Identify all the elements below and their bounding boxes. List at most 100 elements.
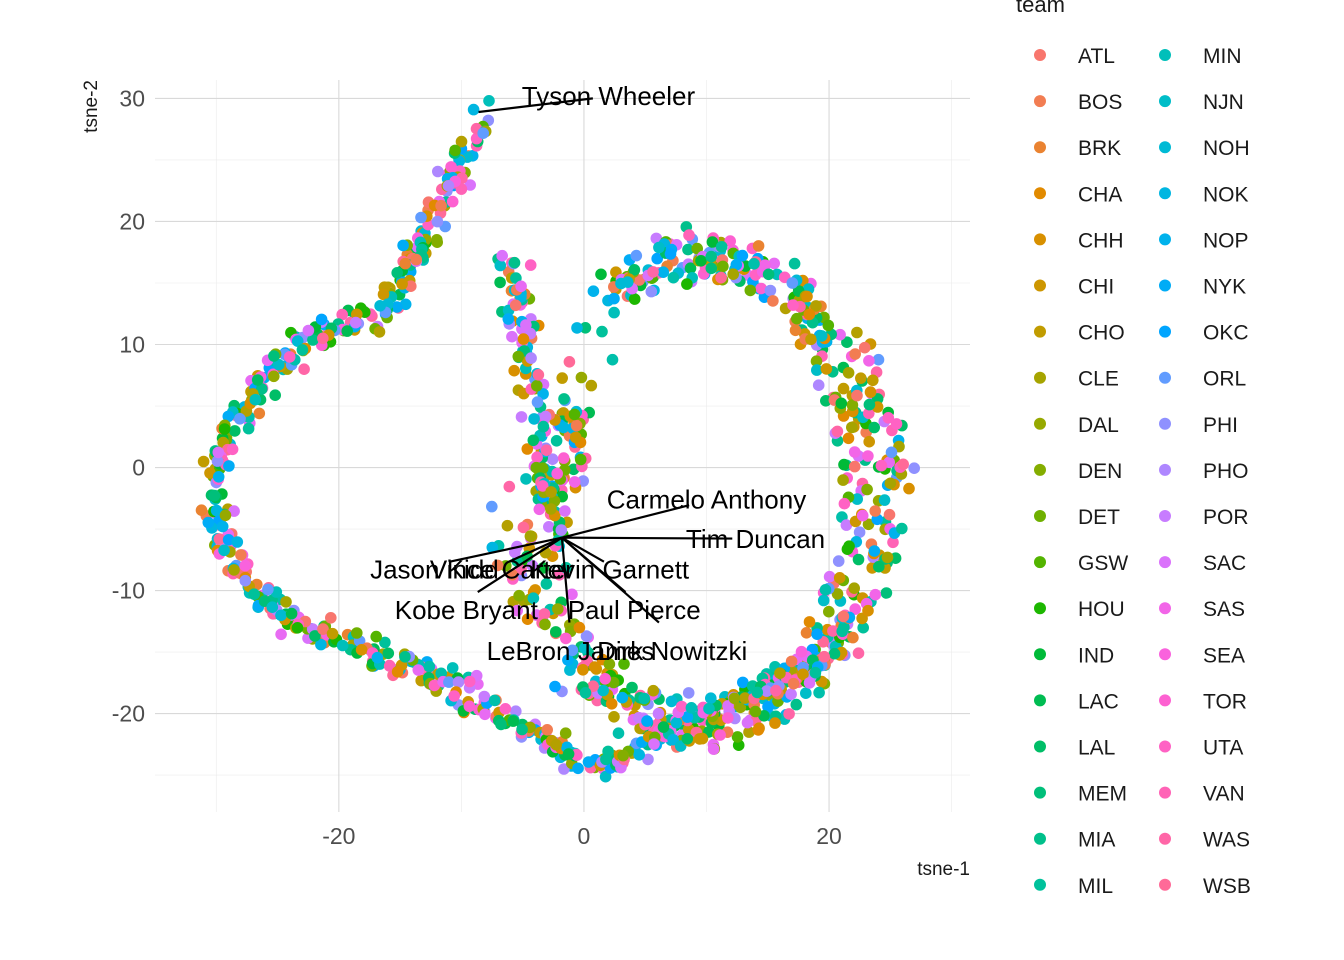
scatter-point [579, 642, 591, 654]
scatter-point [494, 259, 507, 272]
scatter-point [722, 700, 734, 712]
scatter-point [887, 536, 899, 549]
scatter-point [648, 738, 660, 750]
scatter-point [809, 666, 822, 679]
scatter-point [818, 650, 830, 663]
scatter-point [520, 473, 532, 485]
scatter-point [531, 380, 543, 392]
scatter-point [550, 626, 562, 638]
scatter-point [415, 211, 427, 224]
scatter-point [762, 268, 775, 281]
scatter-point [455, 183, 468, 195]
legend-label: MIN [1203, 45, 1242, 68]
scatter-point [652, 707, 665, 720]
y-tick-label: 10 [119, 332, 145, 358]
scatter-point [815, 330, 828, 342]
scatter-point [852, 553, 865, 566]
scatter-point [626, 681, 638, 694]
scatter-point [291, 622, 304, 634]
scatter-point [764, 284, 777, 297]
scatter-point [885, 446, 898, 459]
scatter-point [616, 691, 629, 704]
scatter-point [642, 753, 654, 766]
scatter-point [903, 482, 915, 495]
scatter-point [262, 583, 274, 596]
scatter-point [218, 423, 231, 435]
legend-key [1034, 233, 1046, 246]
scatter-point [811, 628, 823, 640]
legend-key [1034, 832, 1046, 845]
scatter-point [608, 711, 620, 723]
scatter-point [435, 199, 447, 212]
scatter-point [882, 412, 895, 424]
legend-label: TOR [1203, 690, 1247, 713]
scatter-point [208, 489, 221, 502]
scatter-point [853, 526, 866, 538]
scatter-point [541, 724, 553, 736]
legend-key [1034, 417, 1046, 430]
legend-title: team [1016, 0, 1065, 17]
scatter-point [803, 308, 816, 321]
scatter-point [575, 371, 588, 384]
scatter-point [828, 647, 841, 660]
annotation-label: Tyson Wheeler [522, 81, 696, 111]
scatter-point [603, 658, 616, 670]
scatter-point [577, 475, 589, 487]
scatter-point [881, 551, 894, 564]
scatter-point [867, 374, 879, 387]
scatter-point [431, 215, 444, 228]
scatter-point [783, 708, 795, 720]
legend-key [1034, 648, 1046, 661]
scatter-point [628, 293, 641, 305]
legend-label: SAS [1203, 598, 1245, 621]
legend-key [1034, 786, 1046, 799]
scatter-point [495, 718, 507, 731]
scatter-point [800, 627, 813, 639]
annotation-label: LeBron James [487, 636, 655, 666]
scatter-point [486, 500, 498, 513]
scatter-point [309, 630, 321, 642]
legend-key [1034, 556, 1046, 569]
scatter-point [483, 95, 495, 107]
scatter-point [525, 352, 537, 364]
scatter-point [500, 560, 512, 572]
legend-key [1034, 371, 1046, 384]
annotation-label: Carmelo Anthony [607, 485, 806, 515]
legend-label: PHO [1203, 460, 1249, 483]
point-annotations: Tyson Wheeler Carmelo Anthony Tim Duncan Ja… [370, 81, 825, 666]
scatter-point [448, 690, 461, 702]
scatter-point [463, 700, 476, 713]
scatter-point [325, 612, 337, 624]
scatter-point [868, 545, 881, 557]
scatter-point [513, 589, 525, 602]
scatter-point [216, 520, 229, 533]
scatter-point [651, 252, 663, 265]
scatter-point [223, 460, 235, 472]
scatter-point [800, 687, 812, 699]
scatter-point [823, 605, 835, 618]
scatter-point [819, 584, 832, 596]
scatter-point [791, 312, 803, 325]
scatter-point [349, 316, 362, 329]
legend-label: CHH [1078, 229, 1124, 252]
scatter-point [786, 277, 799, 289]
scatter-point [302, 324, 315, 337]
scatter-point [412, 664, 425, 676]
scatter-point [235, 549, 247, 561]
scatter-point [703, 702, 715, 715]
scatter-point [847, 631, 859, 644]
y-tick-label: 0 [132, 455, 145, 481]
scatter-point [336, 308, 349, 321]
scatter-point [840, 519, 853, 531]
scatter-point [596, 325, 608, 338]
scatter-point [537, 462, 549, 475]
legend-key [1034, 141, 1046, 154]
scatter-point [550, 435, 563, 447]
legend-label: MIA [1078, 829, 1115, 852]
scatter-point [857, 621, 869, 634]
x-tick-label: 20 [816, 823, 842, 849]
legend-key [1034, 740, 1046, 753]
scatter-point [705, 692, 717, 704]
scatter-point [785, 688, 797, 700]
scatter-point [664, 248, 677, 260]
